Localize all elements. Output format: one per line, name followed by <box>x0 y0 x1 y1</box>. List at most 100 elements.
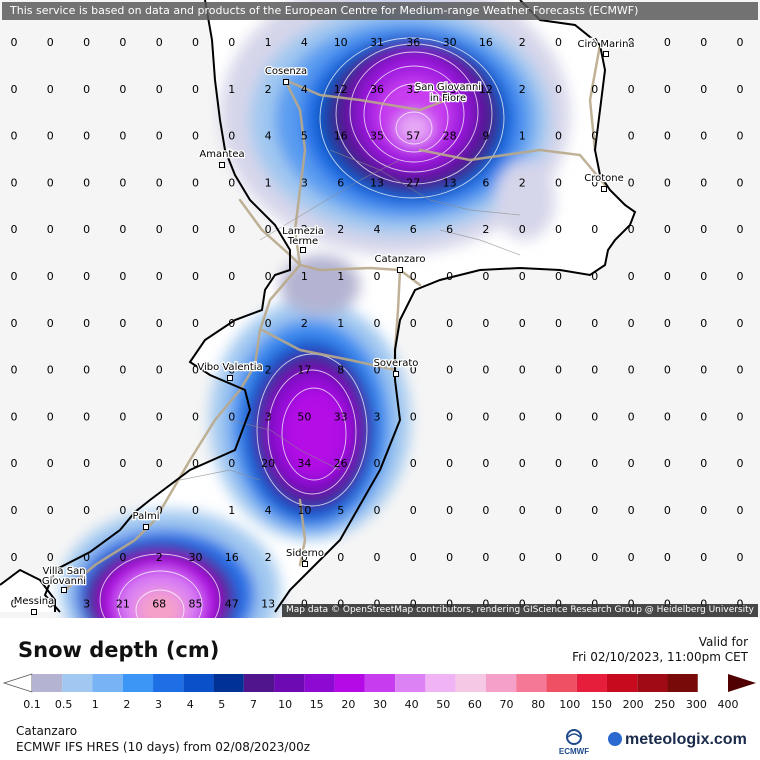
grid-value: 0 <box>737 270 744 283</box>
city-marker <box>603 51 609 57</box>
grid-value: 0 <box>119 176 126 189</box>
grid-value: 0 <box>519 270 526 283</box>
meteologix-brand[interactable]: meteologix.com <box>608 731 747 749</box>
grid-value: 0 <box>555 551 562 564</box>
legend-tick-label: 1 <box>92 698 99 711</box>
grid-value: 0 <box>737 36 744 49</box>
grid-value: 0 <box>700 83 707 96</box>
grid-value: 12 <box>479 83 493 96</box>
city-marker <box>302 561 308 567</box>
grid-value: 0 <box>519 504 526 517</box>
legend-tick-label: 70 <box>500 698 514 711</box>
grid-value: 0 <box>591 83 598 96</box>
legend-tick-label: 0.5 <box>55 698 73 711</box>
grid-value: 0 <box>83 457 90 470</box>
grid-value: 2 <box>156 551 163 564</box>
legend-tick-label: 4 <box>187 698 194 711</box>
grid-value: 0 <box>700 270 707 283</box>
grid-value: 10 <box>297 504 311 517</box>
minor-roads <box>179 149 521 481</box>
grid-value: 47 <box>225 598 239 611</box>
grid-value: 0 <box>156 130 163 143</box>
grid-value: 9 <box>482 130 489 143</box>
grid-value: 0 <box>228 176 235 189</box>
grid-value: 0 <box>591 176 598 189</box>
grid-value: 0 <box>47 270 54 283</box>
grid-value: 0 <box>11 83 18 96</box>
grid-value: 0 <box>47 83 54 96</box>
grid-value: 0 <box>119 83 126 96</box>
grid-value: 13 <box>370 176 384 189</box>
grid-value: 0 <box>265 270 272 283</box>
grid-value: 0 <box>664 83 671 96</box>
grid-value: 0 <box>47 410 54 423</box>
grid-value: 0 <box>228 223 235 236</box>
grid-value: 4 <box>374 223 381 236</box>
grid-value: 2 <box>301 223 308 236</box>
grid-value: 0 <box>519 317 526 330</box>
city-label: Vibo Valentia <box>197 362 262 373</box>
legend-swatch <box>62 674 93 692</box>
grid-value: 0 <box>156 364 163 377</box>
grid-value: 0 <box>591 36 598 49</box>
grid-value: 0 <box>591 457 598 470</box>
grid-value: 0 <box>192 83 199 96</box>
grid-value: 0 <box>374 364 381 377</box>
grid-value: 0 <box>47 317 54 330</box>
grid-value: 0 <box>11 223 18 236</box>
legend-swatch <box>213 674 244 692</box>
legend-swatch <box>516 674 547 692</box>
grid-value: 0 <box>664 270 671 283</box>
legend-tick-label: 40 <box>405 698 419 711</box>
grid-value: 2 <box>519 83 526 96</box>
grid-value: 23 <box>443 83 457 96</box>
grid-value: 0 <box>265 223 272 236</box>
snow-depth-map[interactable]: 0 0 0 0 0 0 0 1 4 10 31 36 30 16 2 0 0 0 0 0 0 0 0 0 0 0 0 1 2 4 12 36 3… <box>0 0 760 618</box>
grid-value: 0 <box>47 36 54 49</box>
grid-value: 0 <box>374 504 381 517</box>
grid-value: 0 <box>555 504 562 517</box>
grid-value: 0 <box>119 270 126 283</box>
grid-value: 31 <box>370 36 384 49</box>
city-marker <box>393 371 399 377</box>
grid-value: 0 <box>519 223 526 236</box>
coastline-sicily <box>0 568 56 612</box>
grid-value: 0 <box>192 270 199 283</box>
grid-value: 0 <box>482 364 489 377</box>
legend-tick-label: 150 <box>591 698 612 711</box>
grid-value: 0 <box>737 457 744 470</box>
grid-value: 0 <box>700 223 707 236</box>
legend-tick-label: 400 <box>718 698 739 711</box>
grid-value: 0 <box>11 551 18 564</box>
city-label: Palmi <box>132 511 159 522</box>
grid-value: 0 <box>591 410 598 423</box>
grid-value: 1 <box>228 83 235 96</box>
grid-value: 0 <box>664 317 671 330</box>
grid-value: 0 <box>83 410 90 423</box>
grid-value: 0 <box>11 364 18 377</box>
grid-value: 0 <box>737 83 744 96</box>
legend-tick-label: 20 <box>341 698 355 711</box>
grid-value: 0 <box>555 130 562 143</box>
page-title: Snow depth (cm) <box>18 638 220 662</box>
grid-value: 0 <box>555 364 562 377</box>
legend-swatch <box>485 674 517 692</box>
grid-value: 0 <box>156 410 163 423</box>
grid-value: 0 <box>555 83 562 96</box>
grid-value: 0 <box>700 364 707 377</box>
grid-value: 0 <box>482 551 489 564</box>
grid-value: 0 <box>11 317 18 330</box>
ecmwf-logo: ECMWF <box>558 728 608 756</box>
map-attribution[interactable]: Map data © OpenStreetMap contributors, r… <box>282 604 758 617</box>
grid-value: 0 <box>374 270 381 283</box>
grid-value: 8 <box>337 364 344 377</box>
grid-value: 0 <box>555 176 562 189</box>
grid-value: 0 <box>737 364 744 377</box>
grid-value: 85 <box>189 598 203 611</box>
legend-swatch <box>606 674 638 692</box>
grid-value: 0 <box>555 36 562 49</box>
grid-value: 0 <box>228 457 235 470</box>
grid-value: 0 <box>446 364 453 377</box>
grid-value: 30 <box>189 551 203 564</box>
